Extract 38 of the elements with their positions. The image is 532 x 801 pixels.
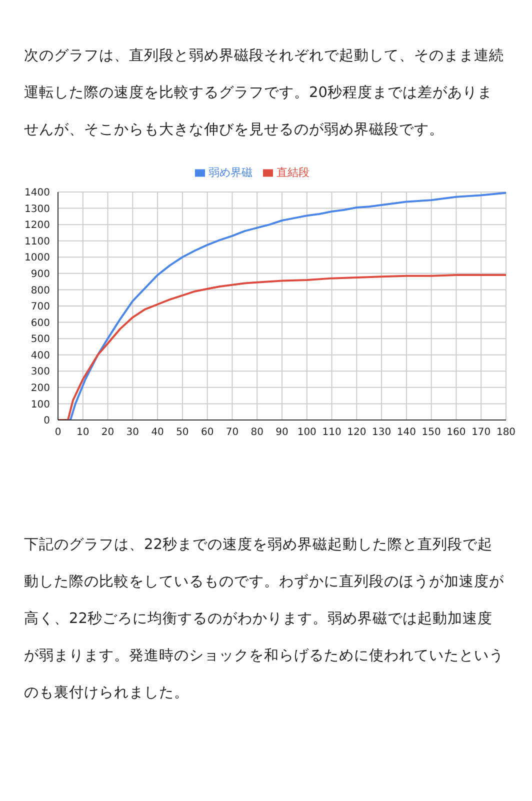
x-tick-label: 180 (496, 427, 516, 438)
y-tick-label: 1000 (24, 252, 50, 264)
y-tick-label: 200 (30, 382, 50, 394)
y-tick-label: 100 (30, 399, 50, 410)
y-tick-label: 1200 (24, 220, 50, 232)
x-tick-label: 50 (176, 427, 189, 438)
y-tick-label: 600 (30, 318, 50, 329)
legend-label: 直結段 (276, 166, 310, 179)
y-tick-label: 400 (30, 350, 50, 362)
x-tick-label: 40 (151, 427, 164, 438)
y-tick-label: 1300 (24, 204, 50, 215)
y-tick-label: 800 (30, 285, 50, 296)
y-tick-label: 1100 (24, 236, 50, 248)
x-tick-label: 90 (276, 427, 288, 438)
y-tick-label: 900 (30, 268, 50, 280)
x-tick-label: 70 (226, 427, 239, 438)
x-tick-label: 130 (372, 427, 392, 438)
x-tick-label: 170 (472, 427, 491, 438)
x-tick-label: 120 (347, 427, 366, 438)
x-tick-label: 30 (126, 427, 140, 438)
legend-label: 弱め界磁 (208, 166, 252, 179)
text: 次のグラフは、直列段と弱め界磁段それぞれで起動して、そのまま連続運転した際の速度を比較するグラフです。20秒程度までは差がありませんが、そこからも大きな伸びを見せるのが弱め界磁段です。 (24, 48, 504, 138)
y-tick-label: 300 (30, 366, 50, 378)
y-tick-label: 700 (30, 302, 50, 313)
x-tick-label: 150 (422, 427, 441, 438)
y-tick-label: 500 (30, 334, 50, 346)
x-tick-label: 110 (322, 427, 342, 438)
y-tick-label: 1400 (24, 188, 50, 199)
x-tick-label: 60 (200, 427, 214, 438)
x-tick-label: 80 (250, 427, 264, 438)
x-tick-label: 140 (396, 427, 416, 438)
x-tick-label: 10 (76, 427, 90, 438)
x-tick-label: 100 (297, 427, 316, 438)
x-tick-label: 0 (54, 427, 62, 438)
x-tick-label: 20 (101, 427, 114, 438)
y-tick-label: 0 (44, 416, 50, 427)
text: 下記のグラフは、22秒までの速度を弱め界磁起動した際と直列段で起動した際の比較をしているものです。わずかに直列段のほうが加速度が高く、22秒ごろに均衡するのがわかります。弱め界磁では起動加速度が弱まります。発進時のショックを和らげるために使われていたというのも裏付けられました。 (24, 537, 504, 701)
x-tick-label: 160 (446, 427, 466, 438)
